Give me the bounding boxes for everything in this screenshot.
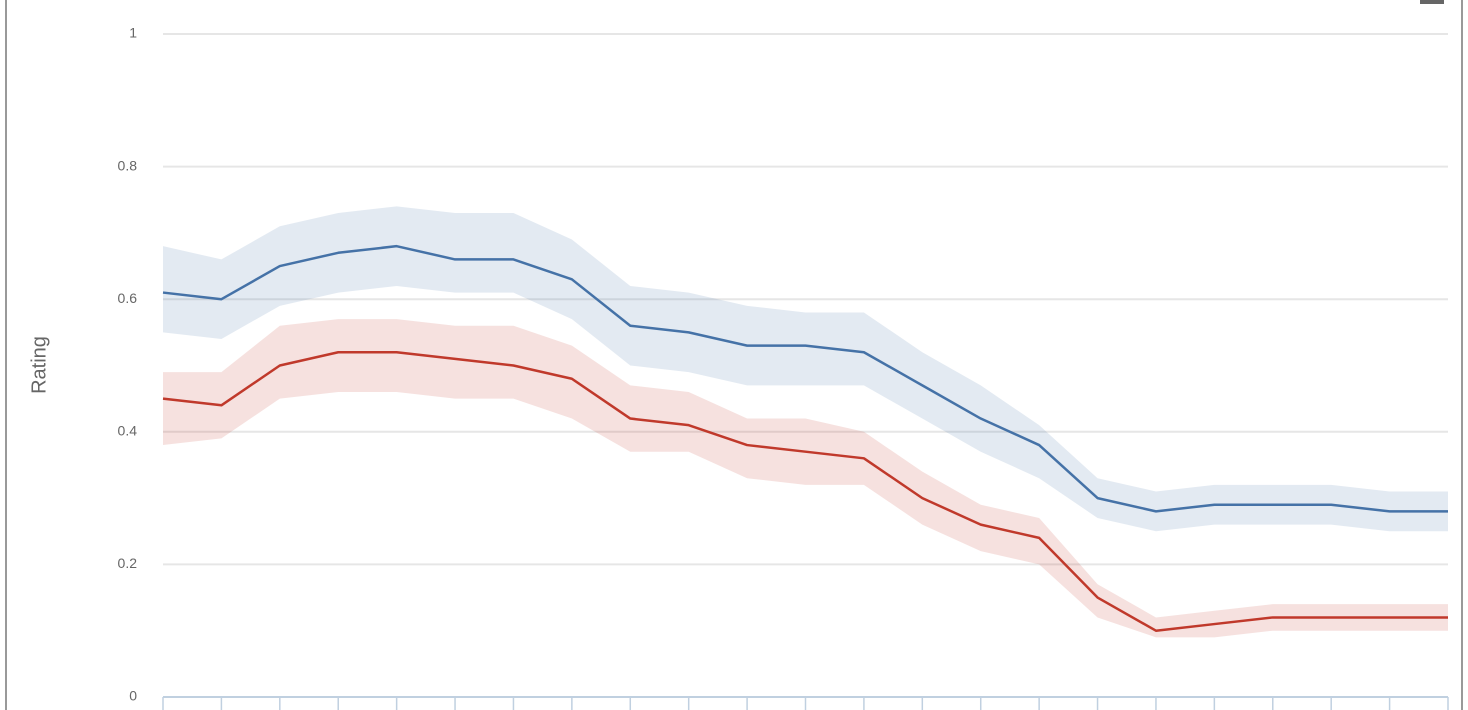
y-tick-label: 0.6 <box>118 290 138 306</box>
chart-frame <box>5 0 1463 710</box>
y-tick-label: 0.4 <box>118 423 138 439</box>
y-tick-label: 0.2 <box>118 555 138 571</box>
range-band <box>163 206 1448 532</box>
range-band <box>163 319 1448 638</box>
menu-icon[interactable] <box>1420 0 1444 4</box>
series-line <box>162 350 1448 632</box>
y-tick-label: 0 <box>129 688 137 704</box>
y-axis-label: Rating <box>28 336 50 394</box>
y-tick-label: 0.8 <box>118 157 138 173</box>
y-tick-label: 1 <box>129 25 137 41</box>
menu-bar <box>1420 0 1444 4</box>
series-line <box>162 244 1448 513</box>
